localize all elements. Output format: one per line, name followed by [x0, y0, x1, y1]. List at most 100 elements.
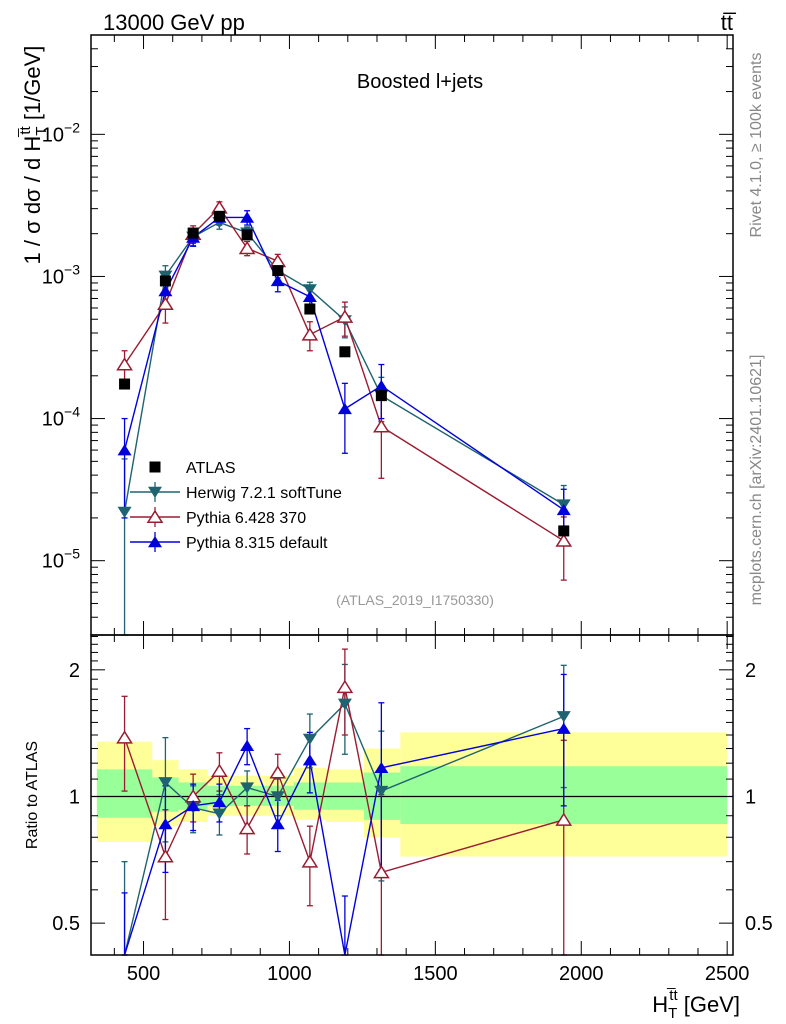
legend-marker	[148, 536, 162, 548]
x-axis-label-unit: [GeV]	[678, 992, 740, 1017]
analysis-id-label: (ATLAS_2019_I1750330)	[336, 592, 494, 608]
pythia-8-315-default-main-line	[123, 216, 565, 511]
pythia-8-315-default-main-errorbar	[341, 382, 348, 454]
pythia-6-428-370-main-line	[123, 206, 565, 542]
ratio-frame	[90, 634, 734, 956]
header-energy-label: 13000 GeV pp	[103, 10, 245, 35]
pythia-8-315-default-main-point	[337, 402, 352, 415]
ratio-axis-label: Ratio to ATLAS	[24, 741, 41, 849]
legend: ATLAS Herwig 7.2.1 softTune Pythia 6.428 3…	[130, 460, 342, 552]
pythia-6-428-370-ratio-point	[211, 763, 228, 777]
herwig-7-2-1-softtune-ratio-point	[337, 698, 352, 710]
pythia-6-428-370-ratio-point	[555, 812, 573, 826]
legend-label: Pythia 6.428 370	[186, 510, 306, 527]
pythia-8-315-default-ratio-point	[240, 739, 255, 752]
pythia-6-428-370-main-point	[116, 357, 133, 371]
y-axis-label-unit: [1/GeV]	[20, 46, 45, 127]
pythia-8-315-default-main-point	[374, 379, 389, 392]
pythia-6-428-370-ratio-point	[301, 854, 319, 868]
herwig-7-2-1-softtune-main-point	[117, 506, 132, 518]
atlas-data-point	[119, 378, 131, 390]
legend-label: Herwig 7.2.1 softTune	[186, 485, 342, 502]
y-tick-label-exponent: −3	[64, 261, 80, 277]
pythia-6-428-370-ratio-point	[269, 765, 287, 779]
main-y-axis: 10−510−410−310−2	[42, 34, 733, 636]
herwig-7-2-1-softtune-main-point	[302, 284, 317, 296]
pythia-6-428-370-ratio-point	[157, 849, 174, 863]
pythia-8-315-default-main-point	[302, 290, 317, 302]
legend-marker	[148, 486, 162, 498]
legend-marker	[146, 509, 164, 523]
pythia-8-315-default-ratio-point	[302, 754, 317, 766]
herwig-7-2-1-softtune-ratio-point	[158, 777, 173, 789]
herwig-7-2-1-softtune-ratio-point	[270, 791, 285, 803]
pythia-8-315-default-ratio-point	[158, 818, 173, 830]
x-tick-label: 2000	[559, 963, 604, 985]
pythia-6-428-370-main-point	[555, 533, 573, 547]
herwig-7-2-1-softtune-ratio-point	[374, 785, 389, 798]
atlas-data-point	[159, 275, 171, 287]
svg-text:1 / σ dσ / d HTt̅t [1/GeV]: 1 / σ dσ / d HTt̅t [1/GeV]	[17, 46, 50, 265]
herwig-7-2-1-softtune-main-line	[123, 221, 565, 513]
pythia-6-428-370-main-point	[269, 253, 287, 268]
y-tick-label: 10−3	[42, 261, 80, 288]
atlas-data-point	[339, 346, 351, 358]
y-axis-label-sup: t̅t	[17, 125, 34, 137]
pythia-6-428-370-ratio-line	[123, 686, 564, 874]
pythia-8-315-default-ratio-errorbar	[560, 673, 567, 807]
svg-text:HTt̅t [GeV]: HTt̅t [GeV]	[652, 987, 740, 1022]
y-axis-label-main: 1 / σ dσ / d H	[20, 136, 45, 265]
pythia-8-315-default-main-point	[556, 503, 571, 516]
legend-label: ATLAS	[186, 460, 236, 477]
chart-title: Boosted l+jets	[357, 71, 483, 93]
atlas-data-point	[272, 265, 284, 277]
legend-item: Herwig 7.2.1 softTune	[130, 482, 342, 502]
pythia-6-428-370-ratio-point	[336, 679, 354, 694]
x-tick-label: 2500	[705, 963, 750, 985]
pythia-8-315-default-ratio-point	[186, 799, 201, 812]
y-tick-label: 10−4	[42, 404, 80, 431]
main-marks	[116, 200, 573, 636]
pythia-6-428-370-main-point	[373, 419, 390, 433]
header-process-label: tt̅	[721, 10, 737, 35]
herwig-7-2-1-softtune-ratio-point	[240, 782, 255, 794]
pythia-8-315-default-main-point	[240, 211, 255, 223]
y-tick-label-base: 10	[42, 551, 64, 573]
pythia-8-315-default-ratio-line	[123, 727, 564, 956]
pythia-8-315-default-ratio-point	[270, 818, 285, 830]
pythia-6-428-370-ratio-errorbar	[121, 695, 128, 792]
pythia-8-315-default-main-point	[158, 285, 173, 297]
x-axis-label-main: H	[652, 992, 668, 1017]
y-tick-label: 10−5	[42, 546, 80, 573]
legend-marker	[149, 461, 161, 473]
y-tick-label-base: 10	[42, 409, 64, 431]
herwig-7-2-1-softtune-ratio-line	[123, 702, 565, 956]
legend-item: Pythia 8.315 default	[130, 532, 328, 552]
pythia-6-428-370-ratio-point	[373, 865, 390, 879]
ratio-band-green	[207, 785, 233, 806]
herwig-7-2-1-softtune-ratio-point	[556, 711, 571, 723]
herwig-7-2-1-softtune-ratio-point	[212, 808, 227, 820]
pythia-8-315-default-ratio-point	[212, 796, 227, 808]
herwig-7-2-1-softtune-ratio-point	[302, 733, 317, 745]
x-axis-label-sub: T	[668, 1005, 677, 1022]
x-tick-label: 1000	[267, 963, 312, 985]
pythia-8-315-default-ratio-point	[556, 722, 571, 734]
pythia-8-315-default-ratio-point	[374, 761, 389, 774]
ratio-y-tick-label-right: 2	[745, 660, 756, 682]
x-tick-label: 1500	[413, 963, 458, 985]
y-axis-label: 1 / σ dσ / d HTt̅t [1/GeV]	[17, 46, 50, 265]
y-tick-label-exponent: −5	[64, 546, 80, 562]
ratio-y-tick-label-left: 0.5	[52, 913, 80, 935]
pythia-6-428-370-main-point	[238, 240, 256, 255]
x-axis-label-sup: t̅t	[666, 987, 678, 1004]
x-tick-label: 500	[127, 963, 160, 985]
pythia-6-428-370-main-point	[336, 309, 354, 323]
pythia-6-428-370-main-point	[157, 296, 174, 310]
y-tick-label-exponent: −4	[64, 404, 80, 420]
legend-item: ATLAS	[149, 460, 236, 477]
atlas-data-point	[558, 525, 570, 537]
pythia-6-428-370-ratio-point	[116, 730, 133, 744]
atlas-data-point	[187, 227, 199, 239]
pythia-6-428-370-main-point	[301, 327, 319, 341]
